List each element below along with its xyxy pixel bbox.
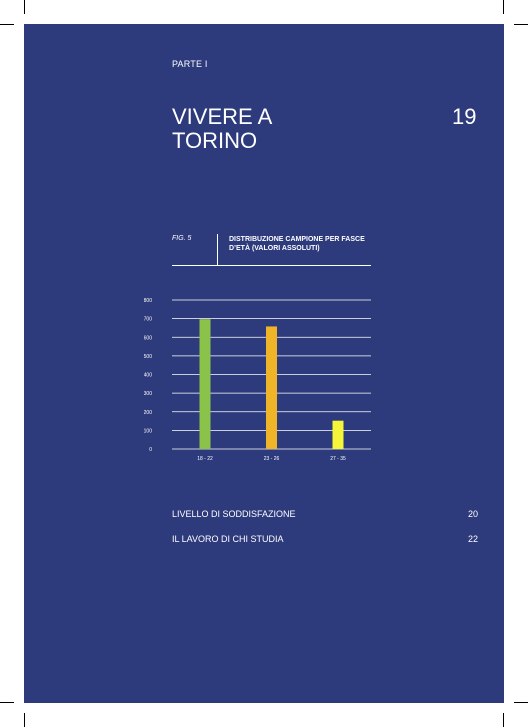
bar xyxy=(332,420,344,449)
figure-rule xyxy=(172,265,371,266)
part-label: PARTE I xyxy=(172,59,208,69)
crop-mark xyxy=(514,702,528,703)
bar xyxy=(199,319,211,449)
y-tick-label: 200 xyxy=(144,410,152,416)
y-tick-label: 100 xyxy=(144,428,152,434)
toc-label: LIVELLO DI SODDISFAZIONE xyxy=(172,509,296,519)
crop-mark xyxy=(503,713,504,727)
crop-mark xyxy=(503,0,504,14)
crop-mark xyxy=(514,24,528,25)
page-number: 19 xyxy=(452,104,477,129)
page-title: VIVERE A TORINO xyxy=(172,104,272,153)
toc-label: IL LAVORO DI CHI STUDIA xyxy=(172,534,284,544)
toc-page: 22 xyxy=(467,534,478,544)
crop-mark xyxy=(0,24,14,25)
crop-mark xyxy=(0,702,14,703)
page: PARTE I VIVERE A TORINO 19 FIG. 5 DISTRI… xyxy=(24,24,504,703)
toc-page: 20 xyxy=(467,509,478,519)
bar xyxy=(266,326,277,449)
bar-chart: 0 100 200 300 400 500 600 700 800 18 - 22 23 - 26 2… xyxy=(144,298,371,462)
figure-label: FIG. 5 xyxy=(172,235,192,242)
x-tick-label: 27 - 35 xyxy=(330,456,346,462)
x-tick-label: 18 - 22 xyxy=(197,456,213,462)
y-tick-label: 800 xyxy=(144,298,152,304)
figure-title: DISTRIBUZIONE CAMPIONE PER FASCE D’ETÀ (… xyxy=(229,236,365,252)
y-tick-label: 0 xyxy=(149,447,152,453)
y-tick-label: 500 xyxy=(144,354,152,360)
figure-divider xyxy=(217,234,218,266)
y-tick-label: 600 xyxy=(144,335,152,341)
y-tick-label: 300 xyxy=(144,391,152,397)
crop-mark xyxy=(24,0,25,14)
x-tick-label: 23 - 26 xyxy=(264,456,280,462)
crop-mark xyxy=(24,713,25,727)
y-tick-label: 400 xyxy=(144,373,152,379)
y-tick-label: 700 xyxy=(144,317,152,323)
